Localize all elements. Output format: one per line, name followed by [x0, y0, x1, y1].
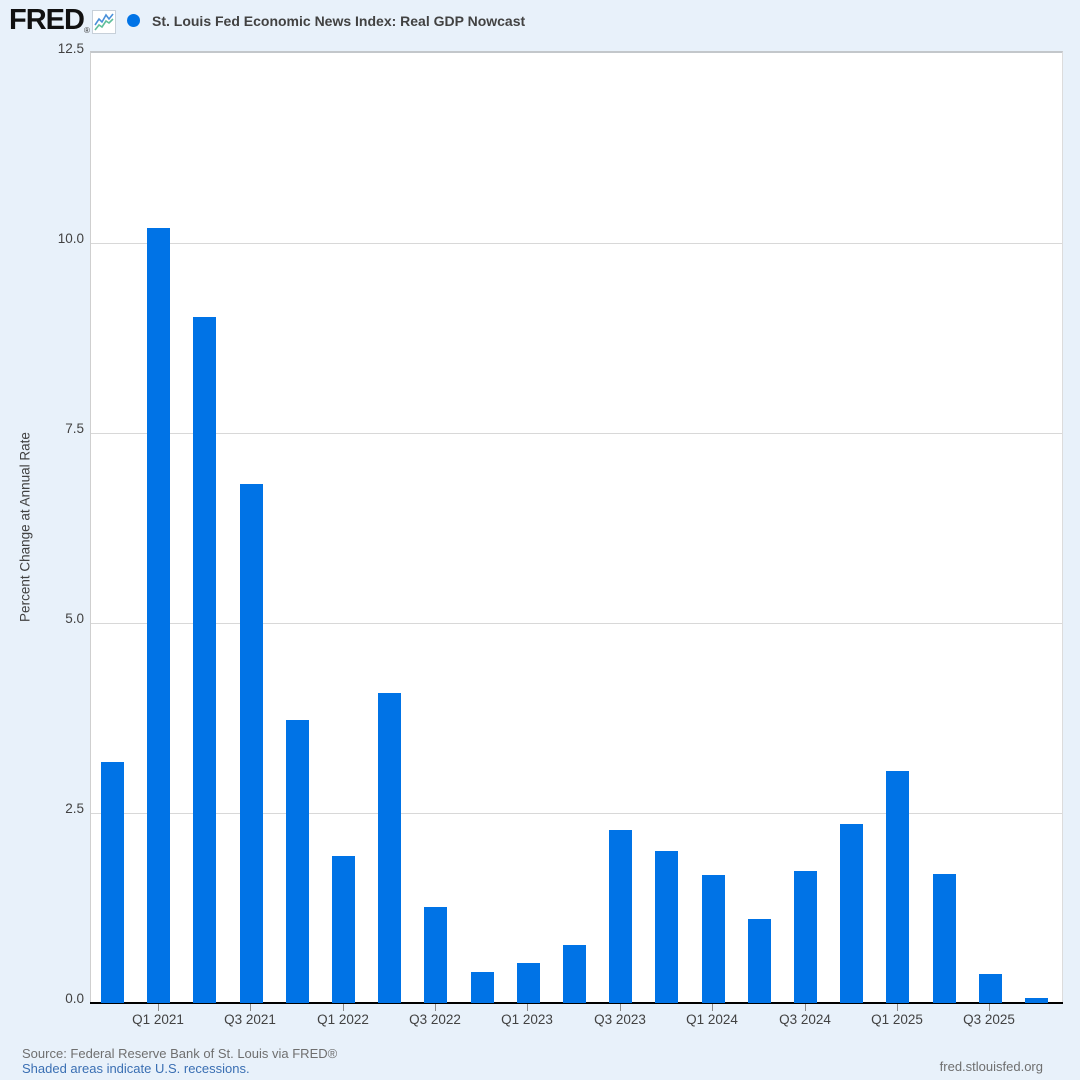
bar-q4-2023[interactable] [655, 851, 678, 1003]
bar-q3-2022[interactable] [424, 907, 447, 1003]
gridline-2.5 [91, 813, 1062, 814]
bar-q3-2021[interactable] [240, 484, 263, 1003]
x-tick-mark-q3-2021 [250, 1004, 251, 1011]
x-tick-mark-q3-2022 [435, 1004, 436, 1011]
x-tick-label-q1-2025: Q1 2025 [871, 1012, 923, 1027]
bar-q4-2021[interactable] [286, 720, 309, 1003]
bar-q1-2022[interactable] [332, 856, 355, 1003]
bar-q2-2022[interactable] [378, 693, 401, 1003]
x-tick-label-q3-2025: Q3 2025 [963, 1012, 1015, 1027]
y-tick-label-7.5: 7.5 [65, 421, 84, 436]
registered-trademark: ® [83, 26, 90, 35]
y-tick-label-12.5: 12.5 [57, 41, 84, 56]
series-legend-dot [127, 14, 140, 27]
x-tick-mark-q3-2025 [989, 1004, 990, 1011]
bar-q4-2025[interactable] [1025, 998, 1048, 1003]
x-tick-mark-q1-2023 [527, 1004, 528, 1011]
x-tick-mark-q1-2025 [897, 1004, 898, 1011]
bar-q1-2025[interactable] [886, 771, 909, 1003]
bar-q4-2020[interactable] [101, 762, 124, 1003]
sparkline-chart-icon [92, 10, 116, 34]
y-tick-label-0.0: 0.0 [65, 991, 84, 1006]
source-attribution: Source: Federal Reserve Bank of St. Loui… [22, 1046, 338, 1061]
x-tick-label-q1-2023: Q1 2023 [501, 1012, 553, 1027]
fred-site-link[interactable]: fred.stlouisfed.org [939, 1059, 1043, 1074]
x-tick-label-q1-2024: Q1 2024 [686, 1012, 738, 1027]
fred-logo[interactable]: FRED® [9, 4, 90, 41]
bar-q3-2024[interactable] [794, 871, 817, 1003]
chart-title[interactable]: St. Louis Fed Economic News Index: Real … [152, 13, 526, 29]
x-tick-label-q3-2022: Q3 2022 [409, 1012, 461, 1027]
bar-q2-2025[interactable] [933, 874, 956, 1003]
bar-q2-2021[interactable] [193, 317, 216, 1003]
y-tick-label-5.0: 5.0 [65, 611, 84, 626]
x-tick-label-q1-2022: Q1 2022 [317, 1012, 369, 1027]
x-tick-label-q1-2021: Q1 2021 [132, 1012, 184, 1027]
bar-q3-2025[interactable] [979, 974, 1002, 1003]
gridline-10 [91, 243, 1062, 244]
x-tick-mark-q3-2024 [805, 1004, 806, 1011]
bar-q3-2023[interactable] [609, 830, 632, 1003]
plot-area [90, 51, 1063, 1004]
gridline-5 [91, 623, 1062, 624]
bar-q2-2023[interactable] [563, 945, 586, 1003]
x-tick-mark-q1-2022 [343, 1004, 344, 1011]
x-axis-line [90, 1002, 1063, 1004]
x-tick-label-q3-2023: Q3 2023 [594, 1012, 646, 1027]
y-tick-label-2.5: 2.5 [65, 801, 84, 816]
bar-q1-2023[interactable] [517, 963, 540, 1003]
x-tick-mark-q1-2024 [712, 1004, 713, 1011]
bar-q4-2022[interactable] [471, 972, 494, 1003]
gridline-7.5 [91, 433, 1062, 434]
bar-q2-2024[interactable] [748, 919, 771, 1003]
x-tick-label-q3-2021: Q3 2021 [224, 1012, 276, 1027]
y-tick-label-10.0: 10.0 [57, 231, 84, 246]
bar-q4-2024[interactable] [840, 824, 863, 1003]
x-tick-mark-q3-2023 [620, 1004, 621, 1011]
fred-logo-text: FRED [9, 4, 85, 36]
y-axis-title: Percent Change at Annual Rate [17, 432, 33, 622]
x-tick-mark-q1-2021 [158, 1004, 159, 1011]
bar-q1-2021[interactable] [147, 228, 170, 1003]
bar-q1-2024[interactable] [702, 875, 725, 1003]
recessions-note-link[interactable]: Shaded areas indicate U.S. recessions. [22, 1061, 250, 1076]
x-tick-label-q3-2024: Q3 2024 [779, 1012, 831, 1027]
